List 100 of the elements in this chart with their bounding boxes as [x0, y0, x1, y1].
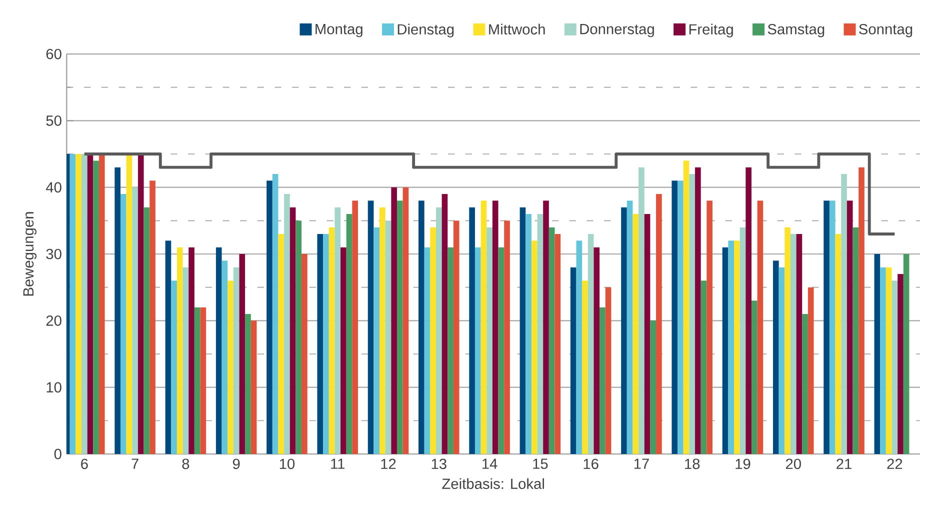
bar — [480, 200, 487, 454]
bar — [486, 227, 492, 454]
bar — [829, 200, 836, 454]
bar — [824, 200, 830, 454]
bar — [328, 227, 335, 454]
bar — [492, 200, 498, 454]
bar — [126, 154, 132, 454]
bar — [570, 267, 576, 454]
bar — [576, 240, 582, 454]
bar — [222, 260, 228, 454]
x-tick-label: 16 — [584, 458, 598, 470]
bar — [892, 280, 898, 454]
bar — [150, 180, 156, 454]
bar — [554, 234, 561, 454]
y-tick-label: 20 — [46, 315, 62, 326]
bar — [138, 154, 144, 454]
bar — [548, 227, 555, 454]
bar — [790, 234, 796, 454]
bar — [880, 267, 886, 454]
bar — [165, 240, 172, 454]
x-tick-label: 14 — [482, 458, 498, 469]
x-tick-label: 6 — [81, 458, 88, 470]
bar — [802, 314, 808, 454]
y-tick-label: 50 — [46, 115, 62, 126]
bar — [689, 174, 696, 454]
bar — [194, 307, 200, 454]
legend-label: Freitag — [689, 24, 733, 38]
bar — [132, 187, 138, 454]
bar — [632, 214, 639, 454]
bar — [650, 320, 656, 454]
y-tick-label: 30 — [46, 248, 62, 260]
x-tick-label: 18 — [685, 458, 700, 470]
bar — [469, 207, 475, 454]
bar — [380, 207, 386, 454]
x-tick-label: 20 — [786, 458, 801, 470]
bar — [588, 234, 594, 454]
y-axis-title: Bewegungen — [23, 212, 36, 296]
bar — [638, 167, 644, 454]
x-tick-label: 10 — [280, 458, 295, 470]
x-tick-label: 15 — [533, 458, 548, 469]
bar — [841, 174, 847, 454]
bar — [302, 254, 308, 454]
bar — [171, 280, 177, 454]
legend-label: Samstag — [768, 24, 824, 38]
bar — [778, 267, 785, 454]
y-tick-label: 40 — [46, 182, 62, 193]
bar — [858, 167, 864, 454]
bar — [245, 314, 251, 454]
bar — [582, 280, 588, 454]
bar — [903, 254, 910, 454]
bar — [334, 207, 341, 454]
legend-label: Sonntag — [859, 24, 912, 38]
x-tick-label: 13 — [432, 458, 446, 470]
bar — [120, 194, 126, 454]
bar — [418, 200, 424, 454]
bar — [656, 194, 662, 454]
bar — [626, 200, 633, 454]
bar — [114, 167, 120, 454]
bar — [678, 180, 684, 454]
bar — [442, 194, 448, 454]
bar — [385, 220, 392, 454]
legend-label: Dienstag — [398, 24, 454, 38]
y-tick-label: 0 — [54, 448, 62, 460]
bar — [396, 200, 403, 454]
bar — [266, 180, 272, 454]
y-tick-label: 10 — [46, 382, 62, 393]
bar — [773, 260, 779, 454]
bar — [323, 234, 329, 454]
bar — [746, 167, 752, 454]
bar — [453, 220, 460, 454]
bar — [594, 247, 600, 454]
bar — [346, 214, 352, 454]
legend-label: Donnerstag — [580, 24, 654, 38]
bar — [87, 154, 94, 454]
bar — [176, 247, 183, 454]
bar — [846, 200, 853, 454]
bar — [278, 234, 284, 454]
bar — [520, 207, 526, 454]
bar — [531, 240, 538, 454]
bar — [526, 214, 532, 454]
bar — [81, 154, 88, 454]
bar — [796, 234, 802, 454]
x-tick-label: 12 — [381, 458, 396, 469]
bar — [537, 214, 544, 454]
x-tick-label: 19 — [736, 458, 750, 470]
bar — [605, 287, 612, 454]
bar — [474, 247, 481, 454]
bar — [98, 154, 105, 454]
bar — [76, 154, 82, 454]
x-tick-label: 21 — [836, 458, 852, 469]
bar — [182, 267, 189, 454]
bar — [448, 247, 454, 454]
bar — [672, 180, 678, 454]
x-axis-title: Zeitbasis: Lokal — [442, 478, 544, 490]
legend-label: Mittwoch — [489, 24, 545, 35]
x-tick-label: 22 — [887, 458, 902, 469]
bar — [317, 234, 324, 454]
bar — [751, 300, 758, 454]
bar — [728, 240, 734, 454]
bar — [898, 274, 904, 454]
